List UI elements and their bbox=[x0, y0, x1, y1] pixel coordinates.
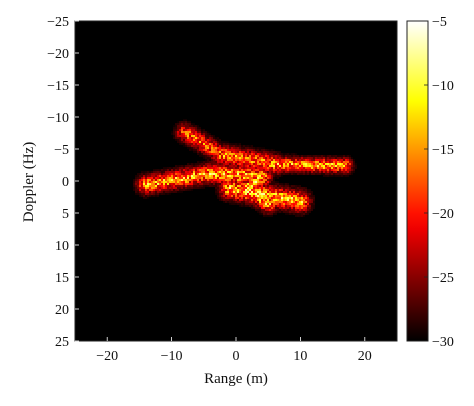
colorbar-gradient bbox=[406, 20, 429, 342]
y-tick-label: −10 bbox=[47, 111, 69, 126]
y-tick-label: −15 bbox=[47, 79, 69, 94]
y-tick-label: 15 bbox=[55, 271, 69, 286]
x-axis-label: Range (m) bbox=[204, 371, 268, 387]
plot-area bbox=[74, 20, 398, 342]
colorbar-tick-label: −5 bbox=[432, 15, 447, 30]
colorbar: −5 −10 −15 −20 −25 −30 bbox=[406, 15, 454, 350]
y-axis-label: Doppler (Hz) bbox=[21, 142, 37, 222]
colorbar-tick-label: −25 bbox=[432, 271, 454, 286]
x-tick-label: 10 bbox=[293, 349, 307, 364]
y-tick-label: 20 bbox=[55, 303, 69, 318]
x-tick-label: 20 bbox=[358, 349, 372, 364]
heatmap-image bbox=[75, 21, 397, 341]
x-tick-label: −10 bbox=[161, 349, 183, 364]
y-axis: −25 −20 −15 −10 −5 0 5 10 15 20 25 bbox=[47, 15, 79, 350]
y-tick-label: −5 bbox=[54, 143, 69, 158]
y-tick-label: 25 bbox=[55, 335, 69, 350]
colorbar-tick-label: −30 bbox=[432, 335, 454, 350]
y-tick-label: 0 bbox=[62, 175, 69, 190]
colorbar-tick-label: −20 bbox=[432, 207, 454, 222]
y-tick-label: −25 bbox=[47, 15, 69, 30]
colorbar-tick-label: −15 bbox=[432, 143, 454, 158]
y-tick-label: 5 bbox=[62, 207, 69, 222]
y-tick-label: −20 bbox=[47, 47, 69, 62]
y-tick-label: 10 bbox=[55, 239, 69, 254]
x-tick-label: 0 bbox=[233, 349, 240, 364]
x-axis: −20 −10 0 10 20 bbox=[96, 337, 372, 364]
colorbar-tick-label: −10 bbox=[432, 79, 454, 94]
x-tick-label: −20 bbox=[96, 349, 118, 364]
